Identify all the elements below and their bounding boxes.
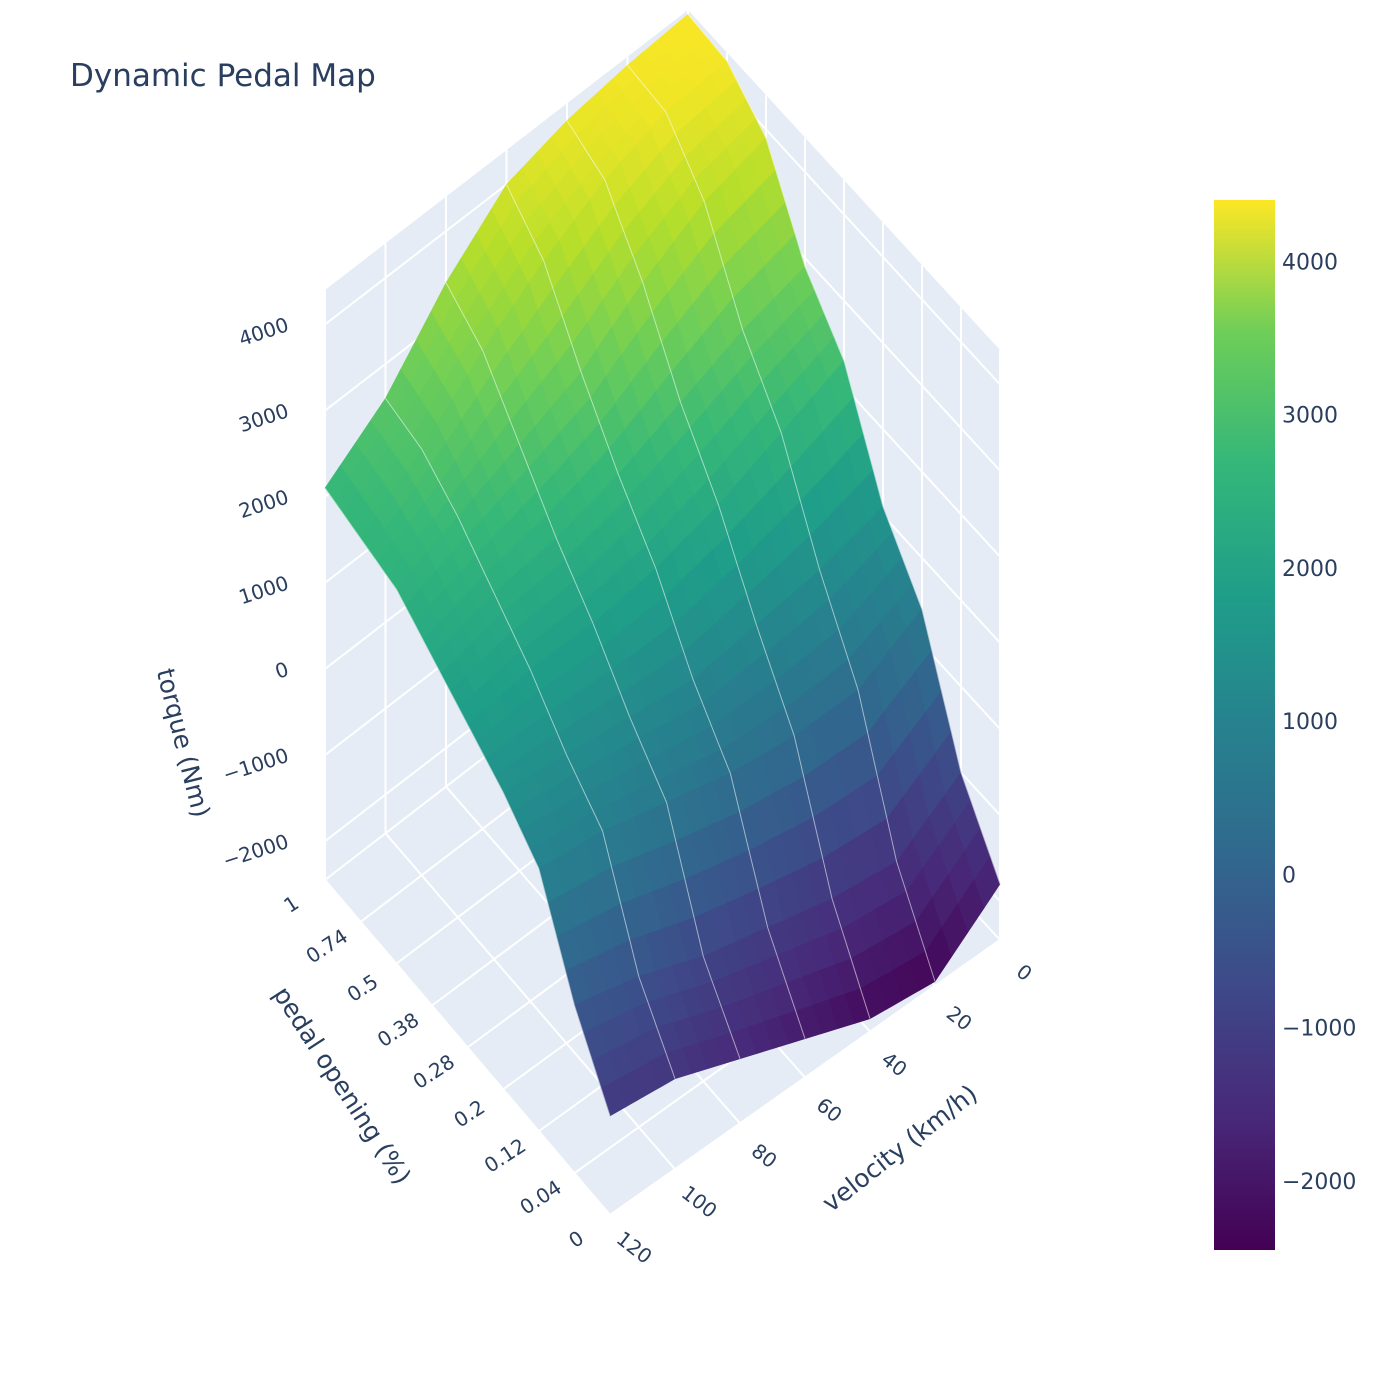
colorbar-tick-label: −2000: [1282, 1170, 1356, 1195]
x-tick-label: 40: [877, 1047, 912, 1082]
z-tick-label: −1000: [220, 743, 292, 787]
y-tick-label: 1: [279, 891, 303, 918]
colorbar-tick-label: 1000: [1282, 710, 1338, 735]
y-tick-label: 0: [564, 1226, 588, 1253]
colorbar-tick-label: 3000: [1282, 404, 1338, 429]
surface-wireline: [627, 64, 936, 982]
y-tick-label: 0.12: [480, 1133, 530, 1177]
colorbar-tick-label: 0: [1282, 864, 1296, 889]
surface-wireline: [324, 487, 611, 1117]
colorbar-tick-label: −1000: [1282, 1017, 1356, 1042]
y-tick-label: 0.38: [373, 1008, 423, 1052]
z-tick-label: 4000: [236, 312, 292, 351]
z-tick-label: −2000: [220, 829, 292, 873]
x-tick-label: 80: [747, 1138, 782, 1173]
surface-wireline: [385, 398, 676, 1079]
x-tick-label: 20: [942, 1001, 977, 1036]
y-axis-title: pedal opening (%): [267, 981, 416, 1189]
colorbar-gradient: [1214, 200, 1275, 1250]
x-tick-label: 100: [677, 1180, 722, 1222]
surface-wireline: [445, 282, 741, 1059]
z-tick-label: 3000: [236, 399, 292, 438]
y-tick-label: 0.28: [408, 1049, 458, 1093]
colorbar-tick-labels: −2000 −1000 0 1000 2000 3000 4000: [1282, 250, 1356, 1195]
x-tick-label: 60: [812, 1093, 847, 1128]
y-tick-label: 0.2: [449, 1095, 489, 1132]
surface-wireline: [566, 120, 871, 1019]
z-tick-label: 0: [272, 657, 292, 684]
colorbar-tick-label: 4000: [1282, 250, 1338, 275]
chart-title: Dynamic Pedal Map: [70, 58, 376, 94]
z-tick-label: 2000: [236, 485, 292, 524]
y-tick-label: 0.04: [515, 1175, 565, 1219]
y-tick-label: 0.5: [343, 969, 383, 1006]
x-axis-title: velocity (km/h): [817, 1079, 983, 1218]
colorbar-tick-label: 2000: [1282, 557, 1338, 582]
surface-wireline: [506, 184, 806, 1039]
z-tick-label: 1000: [236, 571, 292, 610]
surface-wireline: [687, 13, 1001, 885]
x-tick-label: 0: [1012, 959, 1037, 986]
torque-surface[interactable]: [324, 13, 1001, 1117]
z-axis-title: torque (Nm): [151, 665, 216, 820]
x-tick-label: 120: [612, 1226, 657, 1268]
colorbar: −2000 −1000 0 1000 2000 3000 4000: [1214, 200, 1356, 1250]
grid-line: [609, 939, 1001, 1216]
y-tick-label: 0.74: [302, 924, 352, 968]
